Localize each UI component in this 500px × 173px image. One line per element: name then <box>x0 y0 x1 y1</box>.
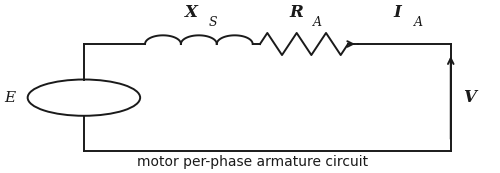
Text: A: A <box>313 16 322 29</box>
Text: I: I <box>393 4 401 21</box>
Text: E: E <box>4 91 16 105</box>
Text: motor per-phase armature circuit: motor per-phase armature circuit <box>137 155 368 169</box>
Text: A: A <box>414 16 422 29</box>
Text: R: R <box>290 4 304 21</box>
Text: S: S <box>208 16 217 29</box>
Text: V: V <box>463 89 476 106</box>
Text: X: X <box>185 4 198 21</box>
